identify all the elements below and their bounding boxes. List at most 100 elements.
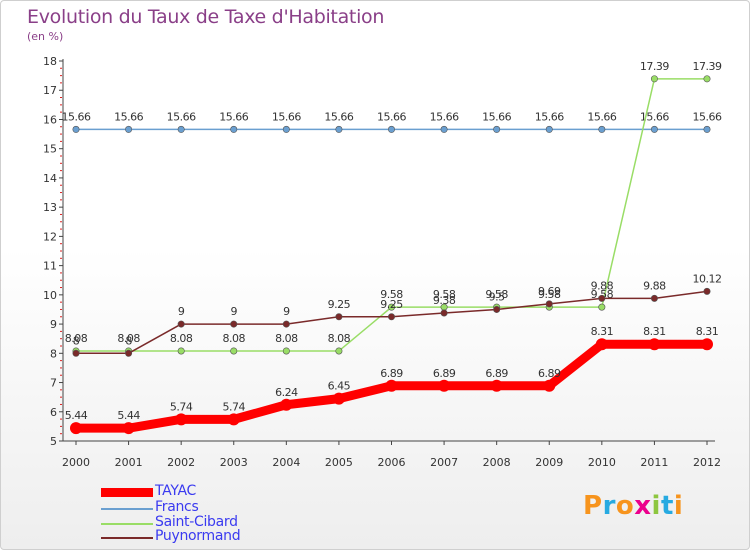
proxiti-logo: Proxiti: [583, 491, 683, 521]
data-label-puynormand-2008: 9.5: [489, 290, 505, 303]
legend-label-puynormand: Puynormand: [155, 528, 241, 544]
data-point-tayac-2007: [438, 379, 451, 392]
data-label-puynormand-2002: 9: [178, 305, 185, 318]
data-label-saint-cibard-2004: 8.08: [275, 332, 298, 345]
data-label-francs-2011: 15.66: [640, 110, 669, 123]
logo-letter-0: P: [583, 491, 603, 521]
x-tick-label-2006: 2006: [378, 456, 406, 469]
data-label-puynormand-2010: 9.88: [591, 279, 614, 292]
data-point-francs-2004: [282, 125, 290, 133]
data-label-saint-cibard-2003: 8.08: [223, 332, 246, 345]
x-tick-label-2001: 2001: [115, 456, 143, 469]
data-label-tayac-2010: 8.31: [591, 325, 614, 338]
data-label-francs-2002: 15.66: [167, 110, 196, 123]
logo-letter-4: i: [651, 491, 661, 521]
data-label-puynormand-2003: 9: [231, 305, 238, 318]
data-point-tayac-2008: [490, 379, 503, 392]
logo-letter-5: t: [660, 491, 674, 521]
data-point-francs-2008: [493, 125, 501, 133]
data-point-tayac-2003: [227, 413, 240, 426]
data-label-francs-2010: 15.66: [587, 110, 616, 123]
data-point-puynormand-2011: [650, 294, 658, 302]
data-point-francs-2007: [440, 125, 448, 133]
data-point-tayac-2000: [70, 422, 82, 435]
data-point-francs-2003: [230, 125, 238, 133]
data-point-puynormand-2000: [72, 349, 80, 357]
data-label-puynormand-2006: 9.25: [380, 298, 403, 311]
data-label-saint-cibard-2009: 9.58: [538, 288, 561, 301]
legend-swatch-saint-cibard: [101, 523, 153, 525]
x-tick-label-2004: 2004: [272, 456, 300, 469]
data-point-francs-2006: [387, 125, 395, 133]
legend-item-tayac: TAYAC: [101, 483, 301, 500]
legend-swatch-francs: [101, 508, 153, 510]
data-point-puynormand-2004: [282, 320, 290, 328]
data-label-francs-2001: 15.66: [114, 110, 143, 123]
data-point-tayac-2005: [332, 392, 345, 405]
data-label-francs-2000: 15.66: [62, 110, 91, 123]
data-label-tayac-2002: 5.74: [170, 400, 193, 413]
legend-label-saint-cibard: Saint-Cibard: [155, 514, 238, 530]
data-label-puynormand-2007: 9.38: [433, 294, 456, 307]
x-tick-label-2009: 2009: [535, 456, 563, 469]
data-label-puynormand-2011: 9.88: [643, 279, 666, 292]
data-point-saint-cibard-2011: [650, 75, 658, 83]
data-label-francs-2012: 15.66: [693, 110, 722, 123]
data-point-saint-cibard-2005: [335, 347, 343, 355]
data-point-puynormand-2012: [703, 287, 711, 295]
y-tick-label-6: 6: [50, 406, 57, 419]
x-tick-label-2011: 2011: [640, 456, 668, 469]
x-tick-label-2005: 2005: [325, 456, 353, 469]
data-point-tayac-2009: [543, 379, 556, 392]
data-point-tayac-2002: [175, 413, 188, 426]
legend-label-francs: Francs: [155, 499, 199, 515]
data-point-francs-2005: [335, 125, 343, 133]
x-tick-label-2000: 2000: [62, 456, 90, 469]
data-label-francs-2008: 15.66: [482, 110, 511, 123]
data-point-tayac-2006: [385, 379, 398, 392]
y-tick-label-8: 8: [50, 347, 57, 360]
data-label-saint-cibard-2008: 9.58: [485, 288, 508, 301]
data-label-puynormand-2001: 8: [125, 334, 132, 347]
logo-letter-1: r: [602, 491, 616, 521]
data-point-puynormand-2010: [598, 294, 606, 302]
data-label-saint-cibard-2006: 9.58: [380, 288, 403, 301]
data-label-puynormand-2009: 9.69: [538, 285, 561, 298]
chart-subtitle: (en %): [27, 30, 64, 43]
data-point-tayac-2012: [701, 338, 713, 351]
y-tick-label-9: 9: [50, 318, 57, 331]
legend-item-puynormand: Puynormand: [101, 528, 301, 545]
data-point-puynormand-2008: [493, 305, 501, 313]
y-tick-label-14: 14: [43, 172, 57, 185]
data-point-francs-2000: [72, 125, 80, 133]
chart-title: Evolution du Taux de Taxe d'Habitation: [27, 6, 385, 28]
x-tick-label-2007: 2007: [430, 456, 458, 469]
data-label-tayac-2004: 6.24: [275, 386, 298, 399]
y-tick-label-11: 11: [43, 260, 57, 273]
data-point-saint-cibard-2004: [282, 347, 290, 355]
data-point-puynormand-2007: [440, 309, 448, 317]
data-label-francs-2003: 15.66: [219, 110, 248, 123]
data-label-saint-cibard-2000: 8.08: [65, 332, 88, 345]
y-tick-label-7: 7: [50, 377, 57, 390]
legend-label-tayac: TAYAC: [155, 483, 197, 499]
data-point-saint-cibard-2012: [703, 75, 711, 83]
data-label-francs-2006: 15.66: [377, 110, 406, 123]
data-point-puynormand-2003: [230, 320, 238, 328]
data-label-saint-cibard-2011: 17.39: [640, 60, 669, 73]
legend-swatch-tayac: [101, 488, 153, 497]
data-label-puynormand-2005: 9.25: [328, 298, 351, 311]
logo-letter-2: o: [615, 491, 635, 521]
x-tick-label-2002: 2002: [167, 456, 195, 469]
data-point-saint-cibard-2003: [230, 347, 238, 355]
legend-item-francs: Francs: [101, 499, 301, 516]
legend-swatch-puynormand: [101, 537, 153, 539]
y-tick-label-16: 16: [43, 113, 57, 126]
logo-letter-6: i: [673, 491, 684, 521]
data-label-saint-cibard-2005: 8.08: [328, 332, 351, 345]
y-tick-label-10: 10: [43, 289, 57, 302]
data-label-tayac-2005: 6.45: [328, 380, 351, 393]
data-label-francs-2004: 15.66: [272, 110, 301, 123]
data-label-tayac-2008: 6.89: [485, 367, 508, 380]
